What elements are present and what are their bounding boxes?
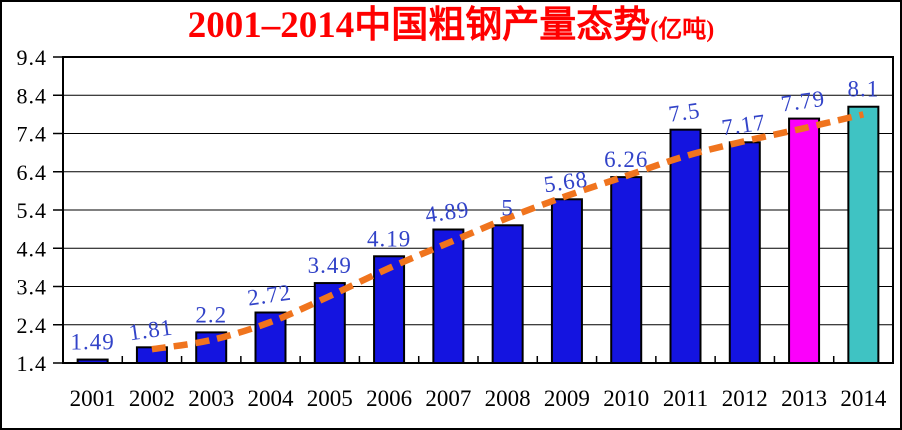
chart-title-unit: (亿吨): [650, 17, 715, 43]
data-label: 5.68: [542, 166, 589, 197]
plot-border: [62, 56, 894, 364]
bar-2009: [550, 198, 583, 364]
y-tick-label: 8.4: [17, 83, 48, 108]
bar-2012: [728, 141, 761, 364]
x-tick-label: 2014: [840, 386, 887, 411]
x-tick-label: 2003: [188, 386, 234, 411]
data-label: 5: [501, 195, 514, 220]
x-tick-label: 2008: [485, 386, 531, 411]
data-label: 2.72: [246, 280, 293, 311]
y-tick-label: 9.4: [17, 45, 48, 70]
bar-2007: [432, 228, 465, 364]
data-label: 7.17: [720, 109, 767, 140]
data-label: 3.49: [308, 253, 352, 278]
x-tick-label: 2002: [129, 386, 175, 411]
chart-title-text: 2001–2014中国粗钢产量态势: [187, 5, 651, 46]
bar-2011: [669, 128, 702, 364]
x-tick-label: 2010: [603, 386, 649, 411]
data-label: 4.89: [424, 197, 471, 228]
x-tick-label: 2004: [248, 386, 295, 411]
y-tick-label: 4.4: [17, 236, 48, 261]
data-label: 4.19: [367, 226, 411, 251]
y-tick-label: 7.4: [17, 122, 48, 147]
y-tick-label: 5.4: [17, 198, 48, 223]
x-tick-label: 2009: [544, 386, 590, 411]
chart-title: 2001–2014中国粗钢产量态势(亿吨): [0, 3, 902, 53]
data-label: 2.2: [195, 302, 227, 327]
x-tick-label: 2001: [70, 386, 116, 411]
data-label: 8.1: [847, 77, 879, 102]
data-label: 1.81: [127, 314, 174, 345]
data-label: 7.79: [779, 86, 826, 117]
x-tick-label: 2012: [722, 386, 768, 411]
x-tick-label: 2006: [366, 386, 412, 411]
data-label: 7.5: [667, 98, 702, 127]
trend-line: [151, 111, 865, 353]
y-tick-label: 1.4: [17, 351, 48, 376]
bar-2006: [373, 255, 406, 364]
y-tick-label: 3.4: [17, 275, 48, 300]
x-tick-label: 2007: [425, 386, 471, 411]
bar-2014: [847, 105, 880, 364]
x-tick-label: 2013: [781, 386, 827, 411]
data-label: 1.49: [71, 330, 115, 355]
bar-2013: [788, 117, 821, 364]
bar-2010: [610, 176, 643, 364]
y-tick-label: 6.4: [17, 160, 48, 185]
x-tick-label: 2005: [307, 386, 353, 411]
data-label: 6.26: [604, 147, 648, 172]
y-tick-label: 2.4: [17, 313, 48, 338]
bar-2008: [491, 224, 524, 364]
x-tick-label: 2011: [663, 386, 708, 411]
